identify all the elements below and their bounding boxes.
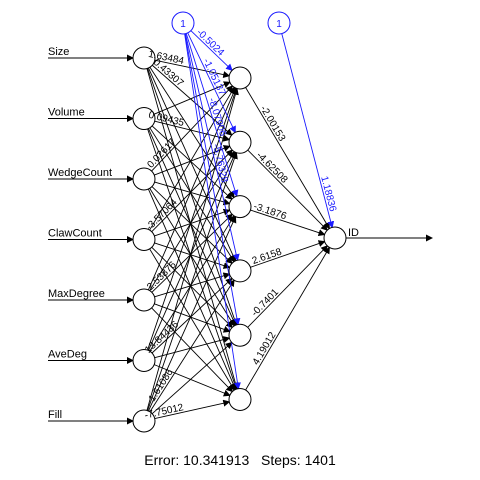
hidden-node-1 (228, 66, 252, 90)
edge-i5-h3 (151, 213, 233, 293)
edge-i3-h4 (151, 186, 233, 264)
edge-i3-h6 (147, 188, 237, 391)
input-node-fill (132, 409, 156, 433)
edge-i5-h1 (147, 87, 237, 291)
weight-i5-h3: 2.53876 (145, 259, 179, 292)
edge-i3-h3 (154, 181, 231, 206)
input-node-avedeg (132, 349, 156, 372)
edge-i2-h5 (148, 128, 237, 327)
input-node-clawcount (132, 228, 156, 251)
input-node-wedgecount (132, 167, 156, 191)
edge-h4-out (250, 240, 326, 268)
input-label-clawcount: ClawCount (48, 228, 102, 240)
training-summary: Error: 10.341913 Steps: 1401 (0, 452, 480, 468)
bias-node-output (267, 11, 291, 35)
bias-edge-out (281, 33, 335, 229)
weight-h5-out: -0.7401 (249, 287, 281, 319)
edge-i3-h1 (151, 85, 234, 172)
edge-i6-h3 (149, 215, 235, 352)
edge-i4-h2 (151, 149, 233, 232)
bias-edge-h5 (184, 33, 241, 326)
edge-i2-h2 (154, 120, 231, 142)
edge-i6-h1 (147, 87, 238, 351)
edge-i4-h3 (154, 208, 231, 237)
edge-i7-h1 (146, 87, 239, 411)
output-label: ID (348, 227, 359, 239)
hidden-node-2 (228, 130, 252, 154)
input-node-volume (132, 107, 156, 130)
edge-h5-out (247, 245, 329, 328)
edge-h2-out (247, 149, 328, 231)
edge-i3-h5 (149, 188, 235, 327)
bias-edge-h6 (184, 33, 241, 390)
footer-gap (249, 452, 261, 468)
edge-i6-h4 (151, 277, 233, 354)
edge-i1-h6 (146, 68, 239, 390)
weight-h6-out: 4.19012 (251, 330, 279, 367)
hidden-node-6 (228, 388, 252, 411)
bias-edge-h4 (185, 33, 240, 262)
edge-i7-h6 (154, 399, 231, 420)
bias-edge-h3 (185, 33, 239, 198)
input-label-size: Size (48, 46, 69, 58)
edge-i3-h2 (154, 145, 231, 176)
input-label-wedgecount: WedgeCount (48, 167, 112, 179)
weight-i7-h4: 1.61086 (147, 367, 176, 404)
hidden-node-3 (228, 195, 252, 219)
edge-h1-out (245, 87, 330, 230)
error-value: Error: 10.341913 (144, 452, 250, 468)
weight-i4-h2: -3.57064 (144, 197, 180, 233)
bias-node-output-label: 1 (276, 19, 282, 30)
input-label-avedeg: AveDeg (48, 349, 87, 361)
edge-i7-h2 (147, 151, 238, 411)
edge-h3-out (250, 209, 326, 236)
edge-h6-out (245, 246, 330, 391)
edge-i4-h6 (149, 248, 235, 391)
edge-i7-h4 (149, 279, 235, 412)
input-label-volume: Volume (48, 107, 85, 119)
edge-i5-h2 (149, 150, 235, 291)
input-label-fill: Fill (48, 409, 62, 421)
edge-i7-h3 (148, 215, 237, 412)
edge-i5-h6 (151, 307, 234, 393)
edge-i1-h1 (154, 59, 231, 78)
edge-i4-h5 (151, 246, 233, 329)
bias-weight-h1: -0.5024 (194, 27, 226, 59)
bias-node-hidden (171, 11, 195, 35)
output-node (323, 226, 347, 250)
weight-h2-out: -4.62508 (254, 150, 290, 186)
hidden-node-5 (228, 323, 252, 347)
edge-i4-h1 (149, 86, 235, 231)
input-node-size (132, 46, 156, 70)
weight-h4-out: 2.6158 (251, 246, 284, 267)
edge-i2-h1 (153, 81, 231, 115)
weight-h1-out: -2.00153 (258, 104, 288, 144)
hidden-node-4 (228, 259, 252, 283)
input-label-maxdegree: MaxDegree (48, 288, 105, 300)
bias-weight-out: 1.18836 (318, 175, 338, 213)
edge-i1-h2 (151, 64, 233, 136)
bias-edge-h1 (190, 30, 233, 72)
weight-h3-out: -3.1876 (252, 201, 288, 222)
steps-value: Steps: 1401 (261, 452, 336, 468)
edge-i7-h5 (151, 341, 233, 415)
edge-i6-h2 (148, 151, 237, 351)
bias-edge-h2 (187, 32, 236, 134)
edge-i2-h3 (151, 125, 233, 200)
input-node-maxdegree (132, 288, 156, 312)
bias-node-hidden-label: 1 (180, 19, 186, 30)
